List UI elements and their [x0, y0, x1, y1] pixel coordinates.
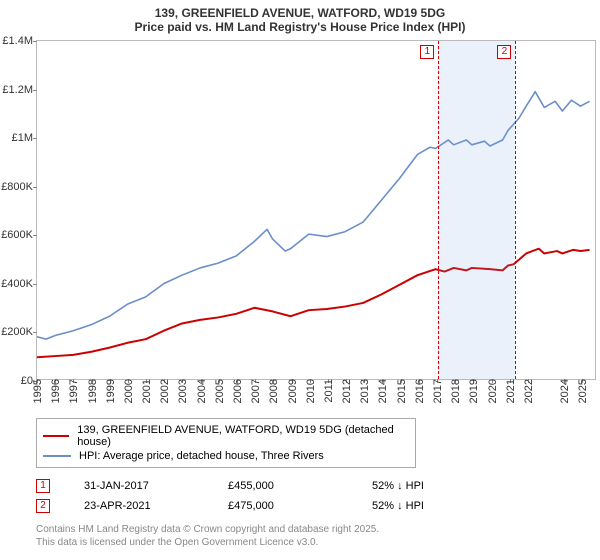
attribution-line: This data is licensed under the Open Gov…	[36, 537, 600, 550]
x-axis-label: 2008	[266, 379, 280, 403]
title-address: 139, GREENFIELD AVENUE, WATFORD, WD19 5D…	[10, 6, 590, 20]
y-axis-label: £400K	[1, 278, 37, 290]
legend-swatch	[43, 455, 71, 457]
title-block: 139, GREENFIELD AVENUE, WATFORD, WD19 5D…	[0, 0, 600, 36]
transaction-marker-icon: 2	[36, 499, 50, 513]
attribution-line: Contains HM Land Registry data © Crown c…	[36, 524, 600, 537]
y-tick-mark	[33, 41, 37, 42]
transaction-delta: 52% ↓ HPI	[372, 500, 482, 512]
table-row: 2 23-APR-2021 £475,000 52% ↓ HPI	[36, 496, 600, 516]
y-axis-label: £1.4M	[2, 35, 37, 47]
legend-label: HPI: Average price, detached house, Thre…	[79, 450, 324, 462]
y-tick-mark	[33, 138, 37, 139]
y-tick-mark	[33, 187, 37, 188]
event-vline	[438, 41, 439, 379]
x-axis-label: 2004	[194, 379, 208, 403]
event-vline	[515, 41, 516, 379]
x-axis-label: 2002	[157, 379, 171, 403]
x-axis-label: 2019	[466, 379, 480, 403]
transactions-table: 1 31-JAN-2017 £455,000 52% ↓ HPI 2 23-AP…	[36, 476, 600, 516]
transaction-date: 23-APR-2021	[84, 500, 194, 512]
x-axis-label: 2012	[339, 379, 353, 403]
x-axis-label: 1998	[85, 379, 99, 403]
chart-area: 12£0£200K£400K£600K£800K£1M£1.2M£1.4M199…	[36, 40, 596, 380]
x-axis-label: 2017	[430, 379, 444, 403]
x-axis-label: 2005	[212, 379, 226, 403]
x-axis-label: 2000	[121, 379, 135, 403]
x-axis-label: 1996	[48, 379, 62, 403]
legend-label: 139, GREENFIELD AVENUE, WATFORD, WD19 5D…	[77, 424, 409, 448]
x-axis-label: 2009	[285, 379, 299, 403]
legend-swatch	[43, 435, 69, 437]
x-axis-label: 2022	[521, 379, 535, 403]
transaction-delta: 52% ↓ HPI	[372, 480, 482, 492]
y-tick-mark	[33, 235, 37, 236]
y-axis-label: £800K	[1, 181, 37, 193]
x-axis-label: 2024	[557, 379, 571, 403]
attribution: Contains HM Land Registry data © Crown c…	[36, 524, 600, 549]
x-axis-label: 2013	[357, 379, 371, 403]
transaction-marker-icon: 1	[36, 479, 50, 493]
y-tick-mark	[33, 90, 37, 91]
table-row: 1 31-JAN-2017 £455,000 52% ↓ HPI	[36, 476, 600, 496]
x-axis-label: 2016	[412, 379, 426, 403]
y-axis-label: £200K	[1, 326, 37, 338]
x-axis-label: 2003	[175, 379, 189, 403]
x-axis-label: 2025	[575, 379, 589, 403]
x-axis-label: 2015	[394, 379, 408, 403]
chart-container: 139, GREENFIELD AVENUE, WATFORD, WD19 5D…	[0, 0, 600, 560]
x-axis-label: 2006	[230, 379, 244, 403]
transaction-price: £475,000	[228, 500, 338, 512]
event-marker-icon: 2	[497, 45, 511, 59]
y-axis-label: £600K	[1, 229, 37, 241]
y-tick-mark	[33, 284, 37, 285]
transaction-price: £455,000	[228, 480, 338, 492]
x-axis-label: 2020	[485, 379, 499, 403]
x-axis-label: 1999	[103, 379, 117, 403]
y-axis-label: £1.2M	[2, 84, 37, 96]
event-marker-icon: 1	[420, 45, 434, 59]
x-axis-label: 2001	[139, 379, 153, 403]
legend: 139, GREENFIELD AVENUE, WATFORD, WD19 5D…	[36, 418, 416, 468]
x-axis-label: 2021	[503, 379, 517, 403]
x-axis-label: 2011	[321, 379, 335, 403]
x-axis-label: 2014	[375, 379, 389, 403]
x-axis-label: 2010	[303, 379, 317, 403]
title-subtitle: Price paid vs. HM Land Registry's House …	[10, 20, 590, 34]
x-axis-label: 2018	[448, 379, 462, 403]
highlight-band	[438, 41, 515, 379]
legend-item: 139, GREENFIELD AVENUE, WATFORD, WD19 5D…	[43, 423, 409, 449]
legend-item: HPI: Average price, detached house, Thre…	[43, 449, 409, 463]
x-axis-label: 2007	[248, 379, 262, 403]
x-axis-label: 1995	[30, 379, 44, 403]
transaction-date: 31-JAN-2017	[84, 480, 194, 492]
x-axis-label: 1997	[66, 379, 80, 403]
y-tick-mark	[33, 332, 37, 333]
